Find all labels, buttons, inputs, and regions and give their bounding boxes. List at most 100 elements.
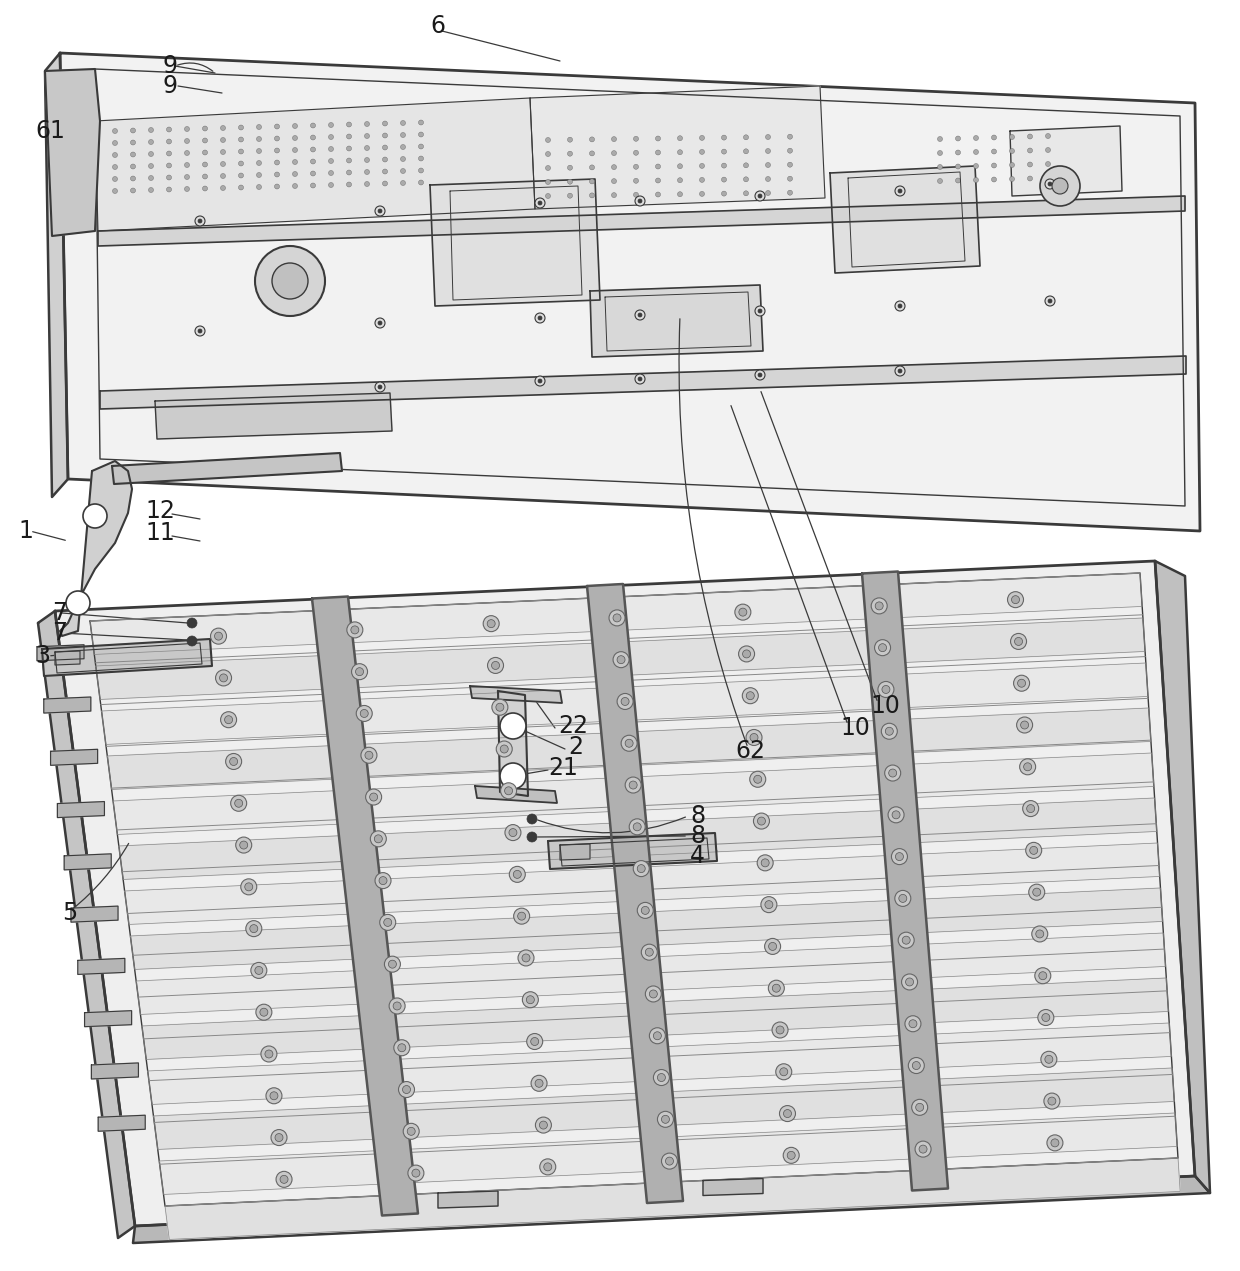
Polygon shape [587, 583, 683, 1202]
Circle shape [992, 149, 997, 154]
Circle shape [677, 178, 682, 183]
Circle shape [1023, 801, 1039, 816]
Circle shape [895, 366, 905, 376]
Circle shape [761, 859, 769, 867]
Polygon shape [78, 958, 125, 975]
Circle shape [1028, 161, 1033, 167]
Polygon shape [55, 561, 1195, 1227]
Circle shape [544, 1163, 552, 1171]
Circle shape [899, 895, 906, 902]
Circle shape [534, 1079, 543, 1087]
Polygon shape [45, 53, 68, 497]
Polygon shape [529, 86, 825, 208]
Circle shape [500, 763, 526, 789]
Circle shape [722, 191, 727, 196]
Circle shape [589, 165, 594, 170]
Circle shape [629, 782, 637, 789]
Circle shape [911, 1099, 928, 1116]
Circle shape [1014, 638, 1023, 646]
Polygon shape [141, 977, 1168, 1060]
Circle shape [634, 150, 639, 155]
Circle shape [879, 643, 887, 652]
Circle shape [1052, 1139, 1059, 1146]
Circle shape [329, 146, 334, 151]
Circle shape [755, 191, 765, 201]
Circle shape [149, 151, 154, 156]
Circle shape [293, 159, 298, 164]
Polygon shape [57, 802, 104, 817]
Circle shape [365, 122, 370, 127]
Circle shape [1038, 1009, 1054, 1026]
Circle shape [761, 896, 777, 913]
Circle shape [637, 864, 645, 873]
Polygon shape [92, 1063, 139, 1079]
Circle shape [231, 796, 247, 811]
Circle shape [568, 151, 573, 156]
Circle shape [419, 132, 424, 137]
Circle shape [611, 136, 616, 141]
Circle shape [650, 1028, 666, 1043]
Circle shape [265, 1050, 273, 1057]
Circle shape [1052, 178, 1068, 194]
Circle shape [937, 136, 942, 141]
Circle shape [187, 636, 197, 646]
Circle shape [185, 163, 190, 168]
Circle shape [277, 1172, 293, 1187]
Polygon shape [124, 843, 1159, 924]
Circle shape [625, 740, 634, 747]
Circle shape [1039, 972, 1047, 980]
Circle shape [522, 955, 529, 962]
Circle shape [956, 136, 961, 141]
Circle shape [379, 914, 396, 930]
Polygon shape [43, 697, 91, 713]
Circle shape [653, 1032, 661, 1040]
Circle shape [589, 151, 594, 156]
Circle shape [538, 316, 542, 320]
Circle shape [677, 164, 682, 169]
Circle shape [744, 191, 749, 196]
Circle shape [505, 825, 521, 840]
Circle shape [634, 178, 639, 183]
Polygon shape [862, 572, 949, 1191]
Circle shape [787, 135, 792, 140]
Polygon shape [113, 752, 1154, 835]
Circle shape [895, 891, 911, 906]
Text: 12: 12 [145, 500, 175, 522]
Circle shape [613, 652, 629, 667]
Polygon shape [560, 844, 590, 860]
Circle shape [641, 906, 650, 914]
Circle shape [384, 956, 401, 972]
Circle shape [755, 306, 765, 316]
Circle shape [185, 150, 190, 155]
Polygon shape [91, 573, 1142, 655]
Circle shape [365, 133, 370, 139]
Circle shape [875, 602, 883, 610]
Circle shape [310, 123, 315, 128]
Circle shape [699, 150, 704, 154]
Circle shape [1027, 805, 1034, 812]
Text: 61: 61 [35, 119, 64, 144]
Circle shape [1019, 759, 1035, 775]
Circle shape [536, 1117, 552, 1132]
Circle shape [992, 163, 997, 168]
Circle shape [310, 159, 315, 164]
Circle shape [496, 741, 512, 758]
Circle shape [787, 177, 792, 182]
Circle shape [992, 177, 997, 182]
Circle shape [361, 709, 368, 717]
Polygon shape [71, 906, 118, 923]
Text: 10: 10 [870, 694, 900, 718]
Circle shape [215, 632, 222, 641]
Circle shape [746, 691, 754, 700]
Circle shape [611, 150, 616, 155]
Circle shape [750, 771, 766, 787]
Circle shape [527, 1033, 543, 1050]
Polygon shape [155, 393, 392, 438]
Polygon shape [60, 53, 1200, 531]
Circle shape [882, 723, 898, 740]
Circle shape [66, 591, 91, 615]
Circle shape [787, 163, 792, 168]
Circle shape [613, 614, 621, 622]
Circle shape [629, 819, 645, 835]
Text: 3: 3 [35, 644, 50, 669]
